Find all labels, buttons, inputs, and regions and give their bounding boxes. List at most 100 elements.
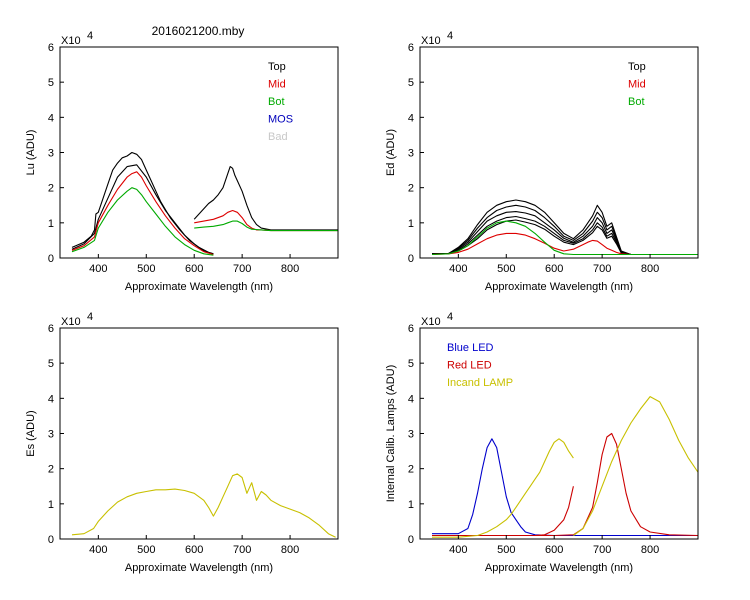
y-tick-label: 3 (408, 148, 414, 160)
x-axis-label: Approximate Wavelength (nm) (485, 281, 633, 293)
y-tick-label: 1 (48, 499, 54, 511)
y-tick-label: 4 (408, 112, 414, 124)
x-axis-label: Approximate Wavelength (nm) (125, 562, 273, 574)
y-tick-label: 5 (408, 77, 414, 89)
y-tick-label: 0 (48, 253, 54, 265)
chart-panel-4: 400 500 600 700 800 0 1 2 3 4 5 6 X10 4 Approximate Wa… (385, 311, 699, 574)
x-tick-label: 500 (137, 263, 155, 275)
y-tick-label: 4 (48, 393, 54, 405)
x-axis-label: Approximate Wavelength (nm) (485, 562, 633, 574)
legend: Top Mid Bot MOS Bad (268, 61, 293, 143)
legend-entry: Red LED (447, 360, 492, 372)
series-group (71, 473, 336, 538)
series-line-bot-seg2 (194, 220, 338, 232)
legend-entry: Bot (268, 96, 285, 108)
series-line-top-seg1 (71, 151, 214, 255)
series-line-top-seg2 (193, 166, 338, 231)
figure-title: 2016021200.mby (152, 24, 245, 38)
legend-entry: Incand LAMP (447, 377, 513, 389)
plot-frame (59, 327, 339, 540)
y-tick-label: 2 (408, 464, 414, 476)
y-tick-label: 4 (48, 112, 54, 124)
x-tick-label: 400 (449, 544, 467, 556)
y-tick-label: 3 (48, 148, 54, 160)
series-line-top-3 (431, 211, 698, 256)
x-tick-label: 800 (641, 263, 659, 275)
y-tick-label: 6 (408, 323, 414, 335)
series-group (432, 396, 698, 538)
legend-entry: Top (628, 61, 646, 73)
y-tick-label: 5 (48, 77, 54, 89)
legend-entry: Blue LED (447, 342, 494, 354)
y-axis-label: Lu (ADU) (25, 130, 37, 176)
y-tick-label: 0 (408, 253, 414, 265)
legend-entry: Bad (268, 131, 288, 143)
x-tick-label: 600 (545, 263, 563, 275)
plot-frame (59, 46, 339, 259)
x-tick-label: 500 (497, 263, 515, 275)
series-line-top-2 (431, 204, 698, 256)
y-axis-label: Ed (ADU) (385, 129, 397, 176)
series-group (431, 199, 698, 256)
series-line-incand-lamp-2 (573, 396, 698, 536)
y-axis-label: Es (ADU) (25, 410, 37, 456)
y-axis-label: Internal Calib. Lamps (ADU) (385, 365, 397, 503)
series-line-top-1 (431, 199, 698, 256)
y-scale-exponent: 4 (87, 311, 93, 323)
y-tick-label: 5 (408, 358, 414, 370)
series-group (71, 151, 338, 256)
y-tick-label: 3 (48, 429, 54, 441)
series-line-top-5 (431, 219, 698, 256)
legend-entry: MOS (268, 114, 293, 126)
legend-entry: Mid (628, 79, 646, 91)
x-tick-label: 600 (185, 263, 203, 275)
series-line-top-2 (71, 164, 214, 255)
series-line-red-led (432, 432, 698, 537)
y-scale-label: X10 (61, 316, 81, 328)
series-line-mid-seg1 (71, 171, 214, 256)
legend-entry: Mid (268, 79, 286, 91)
y-tick-label: 6 (48, 323, 54, 335)
y-tick-label: 1 (408, 499, 414, 511)
x-tick-label: 500 (137, 544, 155, 556)
legend: Blue LED Red LED Incand LAMP (447, 342, 513, 389)
y-tick-label: 2 (48, 183, 54, 195)
y-tick-label: 0 (48, 534, 54, 546)
legend-entry: Bot (628, 96, 645, 108)
series-line-top-4 (431, 215, 698, 256)
y-tick-label: 1 (408, 218, 414, 230)
y-tick-label: 6 (408, 42, 414, 54)
y-scale-exponent: 4 (87, 30, 93, 42)
series-line-es (71, 473, 336, 538)
x-tick-label: 400 (89, 263, 107, 275)
series-line-mid (431, 232, 698, 256)
y-tick-label: 6 (48, 42, 54, 54)
x-tick-label: 800 (281, 263, 299, 275)
y-tick-label: 2 (408, 183, 414, 195)
x-tick-label: 400 (449, 263, 467, 275)
y-scale-label: X10 (421, 316, 441, 328)
y-scale-label: X10 (61, 35, 81, 47)
plot-frame (419, 46, 699, 259)
y-scale-exponent: 4 (447, 311, 453, 323)
series-line-red-led-partial- (534, 486, 574, 537)
legend: Top Mid Bot (628, 61, 646, 108)
y-tick-label: 0 (408, 534, 414, 546)
y-scale-label: X10 (421, 35, 441, 47)
series-line-mid-seg2 (194, 209, 338, 232)
x-tick-label: 400 (89, 544, 107, 556)
x-tick-label: 600 (545, 544, 563, 556)
x-axis-label: Approximate Wavelength (nm) (125, 281, 273, 293)
y-tick-label: 3 (408, 429, 414, 441)
chart-panel-3: 400 500 600 700 800 0 1 2 3 4 5 6 X10 4 Approximate Wa… (25, 311, 339, 574)
chart-panel-2: 400 500 600 700 800 0 1 2 3 4 5 6 X10 4 Approximate Wa… (385, 30, 699, 293)
x-tick-label: 800 (281, 544, 299, 556)
series-line-bot (431, 220, 698, 256)
y-tick-label: 2 (48, 464, 54, 476)
x-tick-label: 700 (593, 544, 611, 556)
x-tick-label: 700 (233, 544, 251, 556)
y-scale-exponent: 4 (447, 30, 453, 42)
series-line-blue-led (432, 438, 698, 537)
x-tick-label: 700 (593, 263, 611, 275)
